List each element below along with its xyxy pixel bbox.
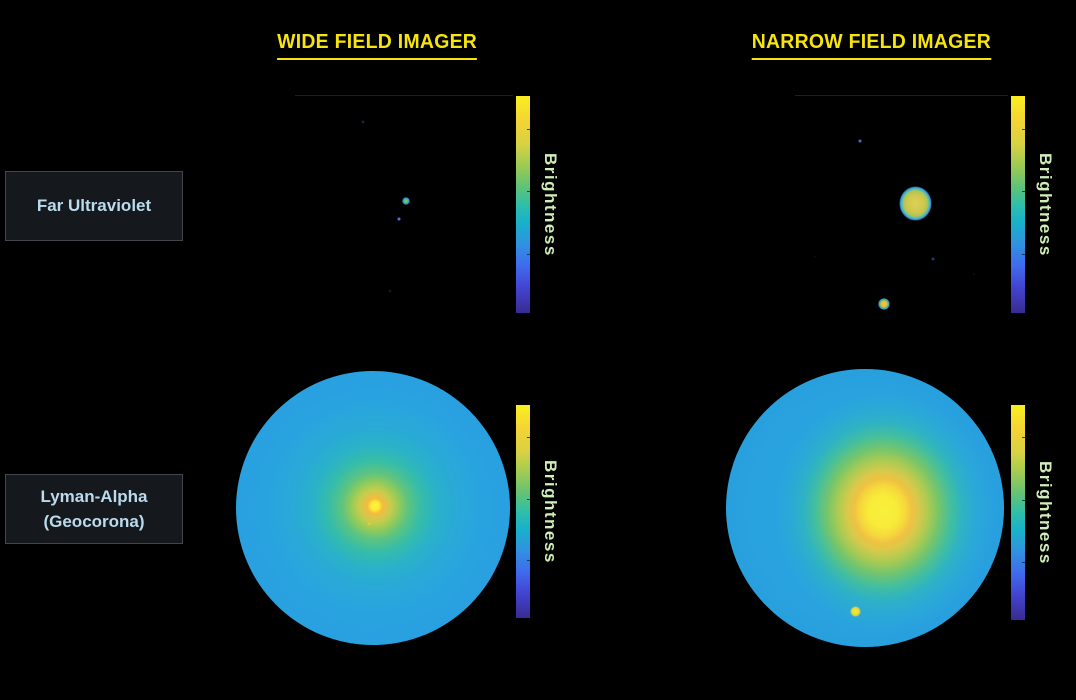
dim-star bbox=[813, 255, 817, 259]
colorbar-tick bbox=[1022, 499, 1025, 501]
dim-star bbox=[361, 120, 365, 124]
colorbar-label: Brightness bbox=[1036, 460, 1055, 565]
dim-star bbox=[858, 139, 862, 143]
colorbar-tick bbox=[1022, 254, 1025, 256]
colorbar-tick bbox=[1022, 128, 1025, 130]
colorbar-label: Brightness bbox=[541, 152, 560, 257]
satellite-source bbox=[849, 605, 861, 617]
colorbar-tick bbox=[527, 498, 530, 500]
central-glow bbox=[265, 396, 485, 616]
colorbar-tick bbox=[527, 560, 530, 562]
column-title-wide-field: WIDE FIELD IMAGER bbox=[267, 31, 487, 60]
point-source-bright bbox=[401, 196, 411, 206]
colorbar-tick bbox=[527, 436, 530, 438]
colorbar-tick bbox=[527, 128, 530, 130]
row-label-line: (Geocorona) bbox=[43, 512, 145, 531]
colorbar-lyman-alpha-wide bbox=[516, 405, 530, 618]
colorbar-far-uv-narrow bbox=[1011, 96, 1025, 313]
colorbar-label: Brightness bbox=[541, 459, 560, 564]
row-label-lyman-alpha: Lyman-Alpha (Geocorona) bbox=[5, 474, 183, 544]
row-label-line: Lyman-Alpha bbox=[40, 486, 148, 506]
row-label-far-ultraviolet: Far Ultraviolet bbox=[5, 171, 183, 241]
colorbar-tick bbox=[1022, 561, 1025, 563]
dim-star bbox=[388, 289, 392, 293]
row-label-line: Far Ultraviolet bbox=[36, 196, 152, 216]
dim-star bbox=[931, 257, 935, 261]
column-title-narrow-field: NARROW FIELD IMAGER bbox=[748, 31, 992, 60]
colorbar-far-uv-wide bbox=[516, 96, 530, 313]
column-title-narrow-field-text: NARROW FIELD IMAGER bbox=[751, 31, 992, 60]
colorbar-tick bbox=[1022, 437, 1025, 439]
point-source-faint bbox=[396, 216, 402, 222]
colorbar-tick bbox=[527, 254, 530, 256]
moon-source bbox=[877, 297, 891, 311]
planet-disk bbox=[898, 185, 932, 221]
colorbar-tick bbox=[1022, 191, 1025, 193]
colorbar-tick bbox=[527, 191, 530, 193]
central-glow bbox=[775, 391, 991, 631]
colorbar-label: Brightness bbox=[1036, 152, 1055, 257]
column-title-wide-field-text: WIDE FIELD IMAGER bbox=[276, 31, 478, 60]
colorbar-lyman-alpha-narrow bbox=[1011, 405, 1025, 620]
dim-star bbox=[972, 272, 976, 276]
small-source bbox=[366, 521, 372, 527]
